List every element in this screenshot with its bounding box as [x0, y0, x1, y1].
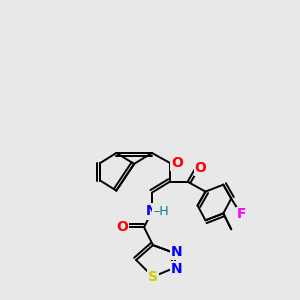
- Text: F: F: [236, 207, 246, 221]
- Text: N: N: [171, 245, 183, 259]
- Text: O: O: [171, 156, 183, 170]
- Text: N: N: [146, 204, 158, 218]
- Text: O: O: [116, 220, 128, 234]
- Text: O: O: [195, 161, 206, 175]
- Text: S: S: [148, 270, 158, 284]
- Text: N: N: [171, 262, 183, 276]
- Text: –H: –H: [153, 205, 169, 218]
